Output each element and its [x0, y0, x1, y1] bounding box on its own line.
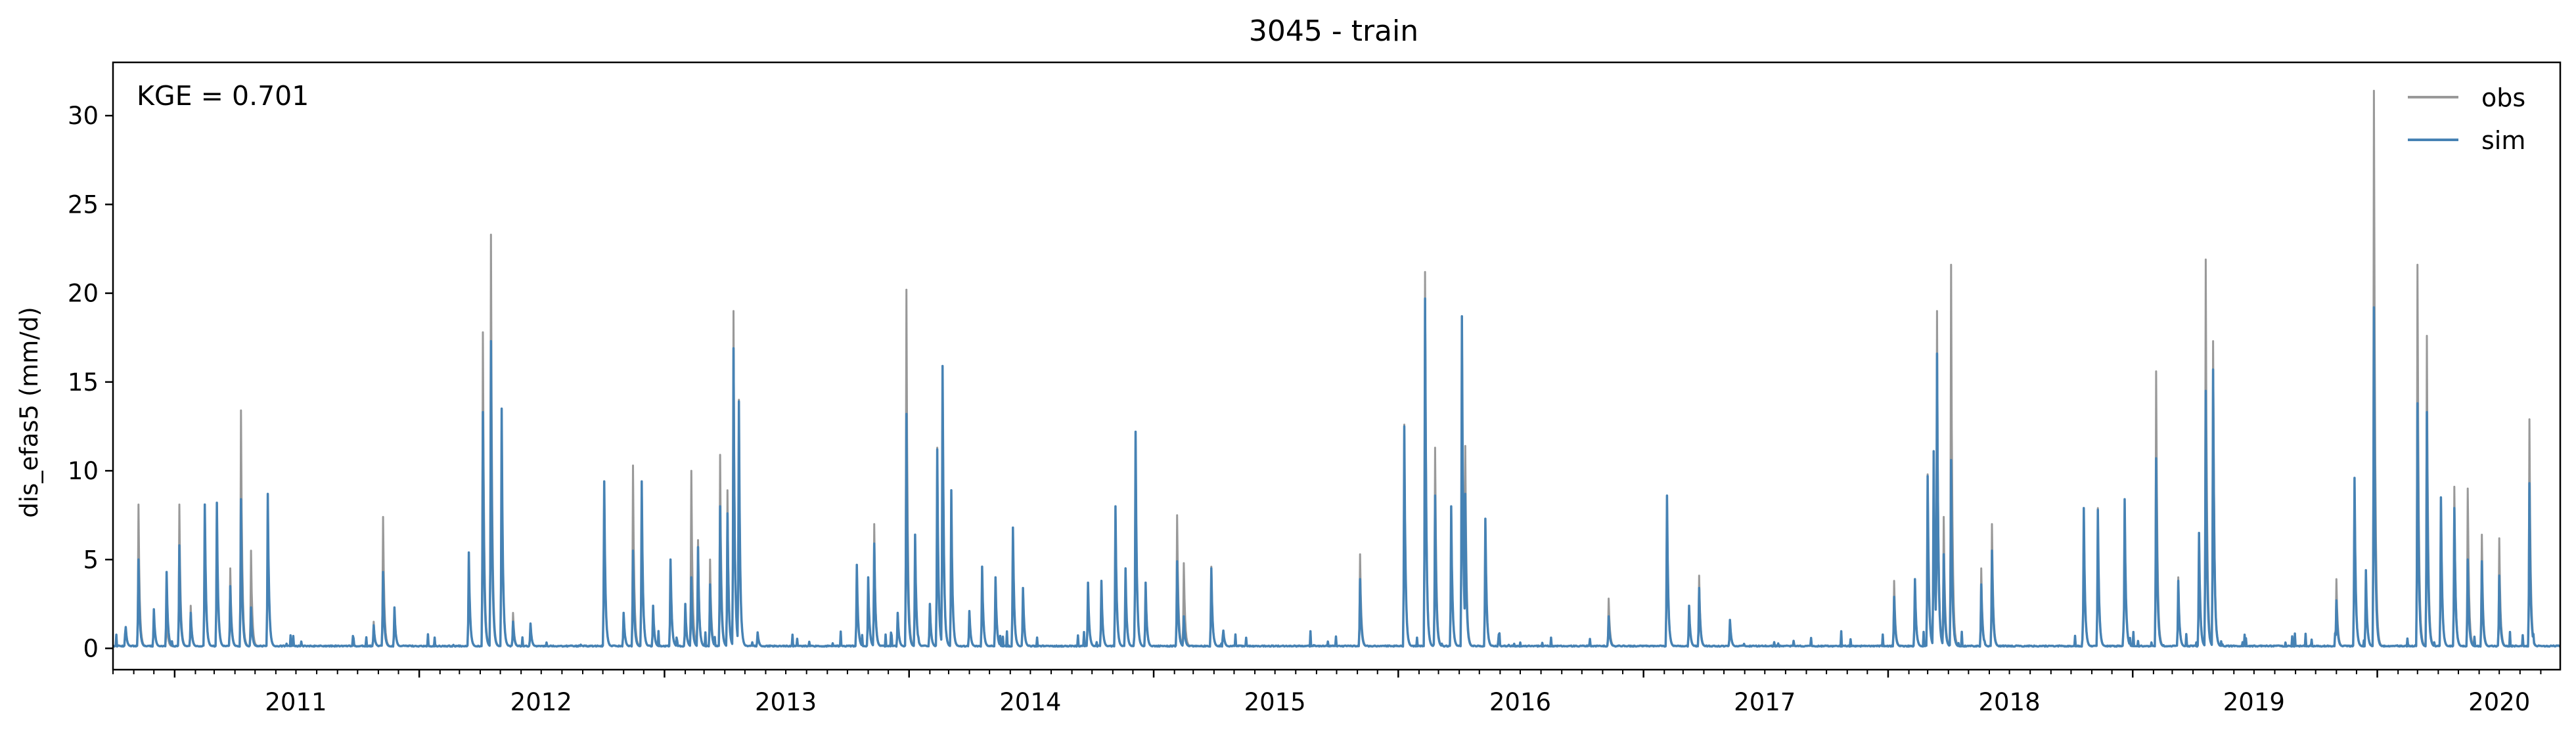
legend-sim-label: sim: [2481, 126, 2525, 155]
series-line-obs: [112, 89, 2561, 648]
x-tick-label: 2013: [755, 688, 817, 716]
x-tick-label: 2020: [2468, 688, 2530, 716]
x-tick-label: 2015: [1244, 688, 1306, 716]
y-tick-label: 10: [68, 457, 99, 485]
x-tick-label: 2011: [265, 688, 327, 716]
x-tick-label: 2012: [510, 688, 572, 716]
x-tick-label: 2018: [1978, 688, 2040, 716]
y-tick-label: 0: [83, 635, 99, 663]
y-tick-label: 5: [83, 546, 99, 574]
y-tick-label: 30: [68, 102, 99, 130]
series-line-sim: [112, 297, 2561, 648]
legend-obs-label: obs: [2481, 83, 2525, 112]
chart-title: 3045 - train: [1249, 14, 1418, 48]
x-tick-label: 2016: [1489, 688, 1551, 716]
y-axis-ticks: 0 5 10 15 20 25 30: [68, 102, 113, 663]
y-tick-label: 25: [68, 190, 99, 219]
x-tick-label: 2017: [1734, 688, 1796, 716]
plot-frame: [112, 61, 2562, 671]
y-tick-label: 20: [68, 280, 99, 308]
plot-lines: [112, 89, 2561, 648]
x-axis-ticks: 2011 2012 2013 2014 2015 2016 2017 2018 2019 2020: [112, 670, 2542, 716]
kge-annotation: KGE = 0.701: [137, 80, 309, 112]
legend: obs sim: [2408, 83, 2525, 155]
x-tick-label: 2019: [2223, 688, 2285, 716]
y-axis-label: dis_efas5 (mm/d): [15, 307, 43, 518]
y-tick-label: 15: [68, 368, 99, 397]
x-tick-label: 2014: [999, 688, 1061, 716]
